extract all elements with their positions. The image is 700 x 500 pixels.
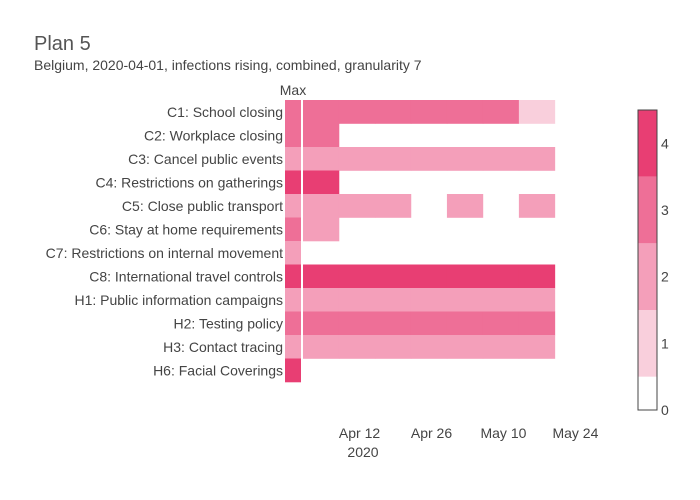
y-tick-label: C5: Close public transport [122, 198, 283, 214]
heatmap-cell [338, 100, 376, 124]
heatmap-cell [374, 100, 412, 124]
heatmap-cell [338, 194, 376, 218]
x-tick-label: May 24 [552, 425, 598, 441]
x-axis-year-label: 2020 [347, 444, 378, 460]
max-cell [285, 194, 301, 218]
max-cell [285, 358, 301, 383]
heatmap-cell [482, 147, 520, 171]
heatmap-cell [410, 311, 448, 336]
colorbar-band [638, 110, 657, 177]
colorbar-band [638, 376, 657, 410]
max-cell [285, 241, 301, 265]
colorbar: 0 1 2 3 4 [637, 109, 669, 418]
x-tick-label: May 10 [480, 425, 526, 441]
heatmap-cell [446, 147, 484, 171]
max-cell [285, 123, 301, 148]
heatmap-cell [410, 288, 448, 312]
heatmap-cell [338, 147, 376, 171]
heatmap-cell [303, 147, 340, 171]
heatmap-cell [482, 311, 520, 336]
heatmap-cell [338, 335, 376, 359]
colorbar-tick-label: 4 [661, 135, 669, 151]
y-tick-label: H1: Public information campaigns [74, 292, 283, 308]
heatmap-cell [518, 264, 556, 289]
heatmap-cell [338, 288, 376, 312]
heatmap-cell [303, 311, 340, 336]
max-cell [285, 311, 301, 336]
heatmap-cell [518, 194, 556, 218]
heatmap-cell [518, 311, 556, 336]
heatmap-cell [303, 288, 340, 312]
colorbar-tick-label: 1 [661, 335, 669, 351]
heatmap-cell [410, 264, 448, 289]
heatmap-cell [482, 288, 520, 312]
colorbar-tick-label: 3 [661, 202, 669, 218]
heatmap-cell [303, 217, 340, 242]
heatmap-cell [482, 335, 520, 359]
y-tick-label: C4: Restrictions on gatherings [95, 174, 283, 190]
heatmap-cell [374, 335, 412, 359]
heatmap-cell [303, 264, 340, 289]
chart-subtitle: Belgium, 2020-04-01, infections rising, … [34, 57, 422, 73]
colorbar-tick-label: 2 [661, 269, 669, 285]
heatmap-cell [446, 311, 484, 336]
x-tick-label: Apr 12 [339, 425, 380, 441]
colorbar-band [638, 176, 657, 244]
heatmap-cell [446, 288, 484, 312]
heatmap-cell [446, 335, 484, 359]
y-tick-label: C2: Workplace closing [144, 127, 283, 143]
heatmap-cell [374, 311, 412, 336]
max-cell [285, 170, 301, 195]
heatmap-cell [482, 264, 520, 289]
heatmap-cell [410, 147, 448, 171]
heatmap-cells [303, 100, 556, 359]
heatmap-cell [518, 288, 556, 312]
max-column-label: Max [280, 82, 306, 98]
colorbar-outline [637, 109, 658, 411]
heatmap-cell [303, 100, 340, 124]
max-cell [285, 264, 301, 289]
heatmap-cell [518, 335, 556, 359]
max-cell [285, 217, 301, 242]
heatmap-cell [518, 147, 556, 171]
x-tick-label: Apr 26 [411, 425, 452, 441]
y-tick-label: C8: International travel controls [89, 268, 283, 284]
y-tick-label: C7: Restrictions on internal movement [46, 245, 283, 261]
heatmap-cell [446, 194, 484, 218]
y-axis-labels: C1: School closing C2: Workplace closing C… [46, 104, 283, 379]
max-column [285, 100, 301, 383]
y-tick-label: C3: Cancel public events [128, 151, 283, 167]
y-tick-label: C6: Stay at home requirements [89, 221, 283, 237]
colorbar-band [638, 243, 657, 310]
heatmap-cell [410, 100, 448, 124]
heatmap-cell [374, 288, 412, 312]
heatmap-cell [338, 311, 376, 336]
max-cell [285, 335, 301, 359]
heatmap-cell [303, 335, 340, 359]
y-tick-label: H3: Contact tracing [163, 339, 283, 355]
y-tick-label: H2: Testing policy [174, 315, 283, 331]
heatmap-cell [482, 100, 520, 124]
max-cell [285, 147, 301, 171]
heatmap-cell [518, 100, 556, 124]
heatmap-cell [374, 264, 412, 289]
colorbar-band [638, 310, 657, 377]
x-axis-ticks: Apr 12 Apr 26 May 10 May 24 [339, 425, 599, 441]
colorbar-tick-label: 0 [661, 402, 669, 418]
y-tick-label: H6: Facial Coverings [153, 362, 283, 378]
heatmap-cell [446, 100, 484, 124]
chart-title: Plan 5 [34, 33, 91, 55]
heatmap-cell [303, 170, 340, 195]
heatmap-cell [303, 194, 340, 218]
max-cell [285, 288, 301, 312]
heatmap-cell [374, 147, 412, 171]
max-cell [285, 100, 301, 124]
heatmap-cell [410, 335, 448, 359]
y-tick-label: C1: School closing [167, 104, 283, 120]
heatmap-cell [338, 264, 376, 289]
heatmap-cell [374, 194, 412, 218]
heatmap-cell [446, 264, 484, 289]
heatmap-cell [303, 123, 340, 148]
